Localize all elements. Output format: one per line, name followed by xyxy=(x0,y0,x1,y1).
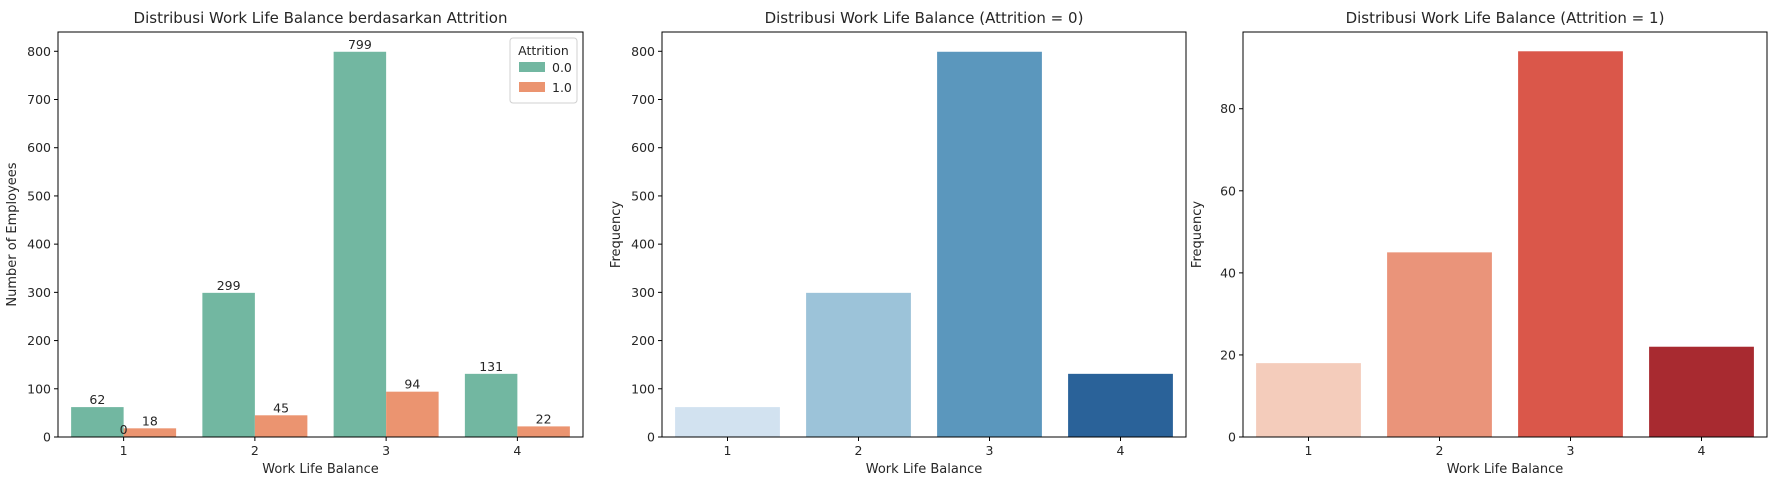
y-tick-label: 500 xyxy=(27,188,51,203)
legend-swatch-0 xyxy=(519,62,545,72)
bar-value-label: 62 xyxy=(89,392,105,407)
y-tick-label: 500 xyxy=(631,188,655,203)
x-tick-label: 3 xyxy=(1567,443,1575,458)
bar-0-s0-c2 xyxy=(333,51,387,438)
bar-value-label-zero: 0 xyxy=(120,422,128,437)
y-axis-label: Number of Employees xyxy=(5,162,20,306)
y-tick-label: 800 xyxy=(27,44,51,59)
y-tick-label: 0 xyxy=(1228,430,1236,445)
x-axis-label: Work Life Balance xyxy=(866,462,982,477)
y-axis-label: Frequency xyxy=(609,201,624,268)
y-tick-label: 600 xyxy=(27,140,51,155)
bar-0-s0-c3 xyxy=(464,373,518,437)
y-tick-label: 400 xyxy=(27,237,51,252)
y-tick-label: 700 xyxy=(631,92,655,107)
y-tick-label: 600 xyxy=(631,140,655,155)
chart-0-frame xyxy=(57,31,584,438)
chart-2-title: Distribusi Work Life Balance (Attrition … xyxy=(1346,9,1665,27)
bar-value-label: 18 xyxy=(142,413,158,428)
legend-entry-0: 0.0 xyxy=(552,60,572,75)
legend-swatch-1 xyxy=(519,82,545,92)
chart-0-title: Distribusi Work Life Balance berdasarkan… xyxy=(134,9,508,27)
bar-0-s1-c1 xyxy=(254,415,308,437)
x-tick-label: 4 xyxy=(1698,443,1706,458)
y-tick-label: 100 xyxy=(27,381,51,396)
legend-entry-1: 1.0 xyxy=(552,80,572,95)
x-tick-label: 1 xyxy=(120,443,128,458)
y-tick-label: 0 xyxy=(647,430,655,445)
bar-1-c3 xyxy=(1068,373,1173,437)
x-axis-label: Work Life Balance xyxy=(1447,462,1563,477)
legend-title: Attrition xyxy=(518,43,569,58)
bar-0-s0-c0 xyxy=(71,407,124,437)
y-tick-label: 700 xyxy=(27,92,51,107)
bar-value-label: 799 xyxy=(348,37,372,52)
bar-2-c2 xyxy=(1518,51,1623,438)
bar-2-c3 xyxy=(1649,346,1754,437)
y-axis-label: Frequency xyxy=(1190,201,1205,268)
bar-0-s0-c1 xyxy=(202,292,255,437)
y-tick-label: 100 xyxy=(631,381,655,396)
x-tick-label: 1 xyxy=(1305,443,1313,458)
bar-1-c1 xyxy=(806,292,911,437)
bar-1-c0 xyxy=(675,407,780,437)
y-tick-label: 800 xyxy=(631,44,655,59)
y-tick-label: 200 xyxy=(27,333,51,348)
bar-2-c0 xyxy=(1256,363,1361,437)
x-tick-label: 2 xyxy=(251,443,259,458)
y-tick-label: 300 xyxy=(631,285,655,300)
x-tick-label: 4 xyxy=(513,443,521,458)
chart-2-frame xyxy=(1242,31,1768,438)
bar-0-s1-c3 xyxy=(517,426,570,437)
x-tick-label: 4 xyxy=(1117,443,1125,458)
x-tick-label: 1 xyxy=(724,443,732,458)
x-axis-label: Work Life Balance xyxy=(262,462,378,477)
y-tick-label: 0 xyxy=(43,430,51,445)
bar-value-label: 131 xyxy=(479,359,503,374)
bar-2-c1 xyxy=(1387,252,1492,437)
x-tick-label: 2 xyxy=(855,443,863,458)
y-tick-label: 300 xyxy=(27,285,51,300)
bar-1-c2 xyxy=(937,51,1042,438)
x-tick-label: 2 xyxy=(1436,443,1444,458)
bar-value-label: 299 xyxy=(217,278,241,293)
bar-value-label: 94 xyxy=(404,377,420,392)
y-tick-label: 60 xyxy=(1220,183,1236,198)
bar-value-label: 45 xyxy=(273,400,289,415)
chart-1-frame xyxy=(661,31,1187,438)
y-tick-label: 200 xyxy=(631,333,655,348)
y-tick-label: 400 xyxy=(631,237,655,252)
bar-value-label: 22 xyxy=(536,411,552,426)
bar-0-s1-c2 xyxy=(386,391,439,437)
y-tick-label: 20 xyxy=(1220,347,1236,362)
y-tick-label: 80 xyxy=(1220,101,1236,116)
bar-0-s1-c0 xyxy=(123,428,177,437)
y-tick-label: 40 xyxy=(1220,265,1236,280)
x-tick-label: 3 xyxy=(986,443,994,458)
chart-1-title: Distribusi Work Life Balance (Attrition … xyxy=(765,9,1084,27)
x-tick-label: 3 xyxy=(382,443,390,458)
